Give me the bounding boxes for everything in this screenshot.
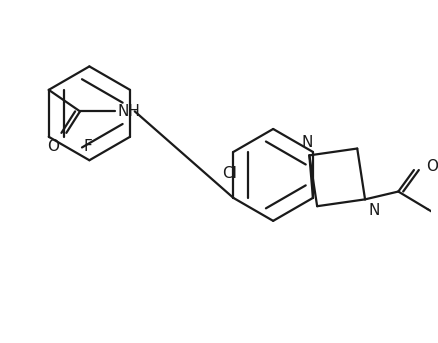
- Text: N: N: [301, 135, 312, 151]
- Text: Cl: Cl: [222, 166, 237, 181]
- Text: O: O: [46, 139, 59, 154]
- Text: NH: NH: [117, 104, 140, 119]
- Text: N: N: [368, 203, 379, 218]
- Text: O: O: [425, 158, 437, 174]
- Text: F: F: [83, 139, 92, 154]
